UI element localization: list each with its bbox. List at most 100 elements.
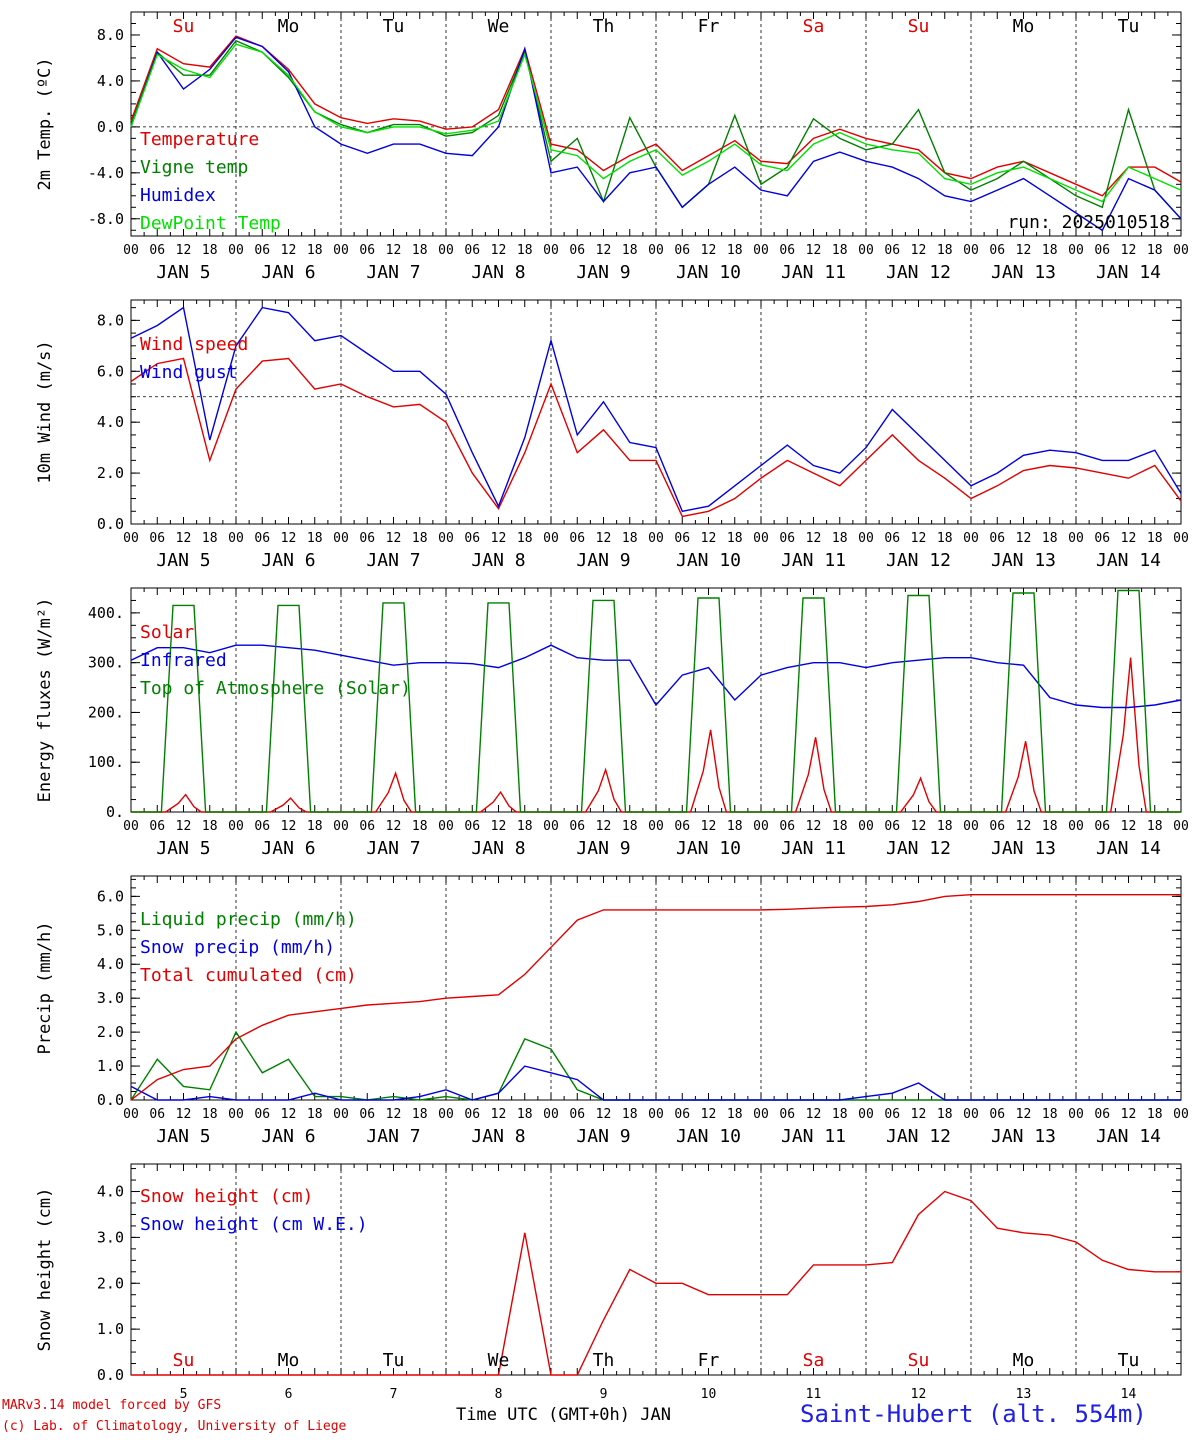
hour-tick-label: 18	[517, 819, 533, 834]
y-tick-label: 2.0	[97, 1274, 124, 1292]
hour-tick-label: 00	[1068, 531, 1084, 546]
hour-tick-label: 12	[281, 531, 297, 546]
hour-tick-label: 18	[937, 819, 953, 834]
hour-tick-label: 12	[596, 531, 612, 546]
hour-tick-label: 06	[254, 819, 270, 834]
hour-tick-label: 18	[622, 531, 638, 546]
hour-tick-label: 00	[123, 243, 139, 258]
hour-tick-label: 00	[228, 819, 244, 834]
legend-label: Total cumulated (cm)	[140, 965, 357, 986]
hour-tick-label: 00	[438, 243, 454, 258]
date-label: JAN 12	[886, 262, 951, 283]
weekday-label: Sa	[803, 16, 825, 37]
hour-tick-label: 18	[1042, 819, 1058, 834]
y-tick-label: 1.0	[97, 1057, 124, 1075]
hour-tick-label: 12	[596, 1107, 612, 1122]
hour-tick-label: 12	[1121, 1107, 1137, 1122]
hour-tick-label: 12	[806, 1107, 822, 1122]
date-label: JAN 14	[1096, 262, 1161, 283]
run-annotation: run: 2025010518	[1007, 212, 1170, 233]
hour-tick-label: 00	[648, 819, 664, 834]
legend-label: Liquid precip (mm/h)	[140, 909, 357, 930]
day-number-label: 11	[806, 1387, 822, 1402]
day-number-label: 6	[285, 1387, 293, 1402]
hour-tick-label: 00	[1068, 1107, 1084, 1122]
hour-tick-label: 06	[569, 243, 585, 258]
hour-tick-label: 00	[333, 1107, 349, 1122]
hour-tick-label: 18	[622, 819, 638, 834]
hour-tick-label: 12	[1016, 1107, 1032, 1122]
y-tick-label: 200.	[88, 703, 124, 721]
hour-tick-label: 00	[1173, 243, 1189, 258]
hour-tick-label: 06	[884, 819, 900, 834]
plot-frame	[130, 11, 1182, 237]
hour-tick-label: 06	[674, 1107, 690, 1122]
date-label: JAN 5	[156, 550, 210, 571]
hour-tick-label: 00	[753, 243, 769, 258]
hour-tick-label: 18	[307, 531, 323, 546]
footer-model: MARv3.14 model forced by GFS	[2, 1398, 222, 1413]
date-label: JAN 9	[576, 550, 630, 571]
panel-4: 6.0 5.0 4.0 3.0 2.0 1.0 0.0 Precip (mm/h) Liquid…	[35, 875, 1189, 1147]
series-line	[130, 1065, 1181, 1101]
hour-tick-label: 18	[1147, 531, 1163, 546]
date-label: JAN 8	[471, 550, 525, 571]
legend-label: Infrared	[140, 650, 227, 671]
panel-3: 400. 300. 200. 100. 0. Energy fluxes (W/m²) So…	[35, 587, 1189, 859]
hour-tick-label: 00	[438, 819, 454, 834]
date-label: JAN 8	[471, 1126, 525, 1147]
hour-tick-label: 12	[176, 243, 192, 258]
hour-tick-label: 06	[464, 531, 480, 546]
hour-tick-label: 18	[937, 531, 953, 546]
date-label: JAN 6	[261, 262, 315, 283]
weekday-label: Sa	[803, 1350, 825, 1371]
hour-tick-label: 06	[149, 819, 165, 834]
date-label: JAN 7	[366, 550, 420, 571]
footer-copyright: (c) Lab. of Climatology, University of L…	[2, 1419, 347, 1434]
panel-5: 4.0 3.0 2.0 1.0 0.0 Snow height (cm) Snow heig…	[35, 1163, 1182, 1402]
hour-tick-label: 06	[884, 1107, 900, 1122]
series-line	[130, 43, 1182, 203]
series-line	[130, 894, 1181, 1101]
hour-tick-label: 12	[701, 1107, 717, 1122]
weekday-label: Tu	[1118, 16, 1140, 37]
hour-tick-label: 12	[491, 1107, 507, 1122]
hour-tick-label: 00	[963, 531, 979, 546]
hour-tick-label: 12	[281, 819, 297, 834]
hour-tick-label: 12	[491, 243, 507, 258]
date-label: JAN 10	[676, 550, 741, 571]
day-number-label: 9	[600, 1387, 608, 1402]
panel-1: 8.0 4.0 0.0 -4.0 -8.0 2m Temp. (ºC) Temperatur…	[35, 11, 1189, 283]
y-tick-label: -4.0	[88, 164, 124, 182]
y-tick-label: 6.0	[97, 362, 124, 380]
date-label: JAN 5	[156, 262, 210, 283]
date-label: JAN 13	[991, 262, 1056, 283]
hour-tick-label: 12	[911, 1107, 927, 1122]
weekday-label: Su	[908, 16, 930, 37]
legend-label: Snow height (cm)	[140, 1186, 313, 1207]
hour-tick-label: 00	[123, 1107, 139, 1122]
hour-tick-label: 00	[648, 243, 664, 258]
hour-tick-label: 18	[727, 531, 743, 546]
series-line	[130, 1030, 1181, 1101]
y-tick-label: 5.0	[97, 921, 124, 939]
y-axis-label: Energy fluxes (W/m²)	[35, 598, 55, 803]
hour-tick-label: 18	[307, 1107, 323, 1122]
date-label: JAN 13	[991, 550, 1056, 571]
y-tick-label: 4.0	[97, 955, 124, 973]
hour-tick-label: 06	[464, 819, 480, 834]
day-number-label: 12	[911, 1387, 927, 1402]
date-label: JAN 9	[576, 262, 630, 283]
legend-label: Wind speed	[140, 334, 248, 355]
hour-tick-label: 06	[359, 819, 375, 834]
date-label: JAN 7	[366, 838, 420, 859]
hour-tick-label: 18	[1147, 1107, 1163, 1122]
hour-tick-label: 12	[806, 243, 822, 258]
hour-tick-label: 12	[176, 819, 192, 834]
hour-tick-label: 00	[648, 531, 664, 546]
hour-tick-label: 18	[202, 819, 218, 834]
hour-tick-label: 06	[359, 1107, 375, 1122]
hour-tick-label: 06	[1094, 243, 1110, 258]
date-label: JAN 14	[1096, 550, 1161, 571]
date-label: JAN 9	[576, 838, 630, 859]
